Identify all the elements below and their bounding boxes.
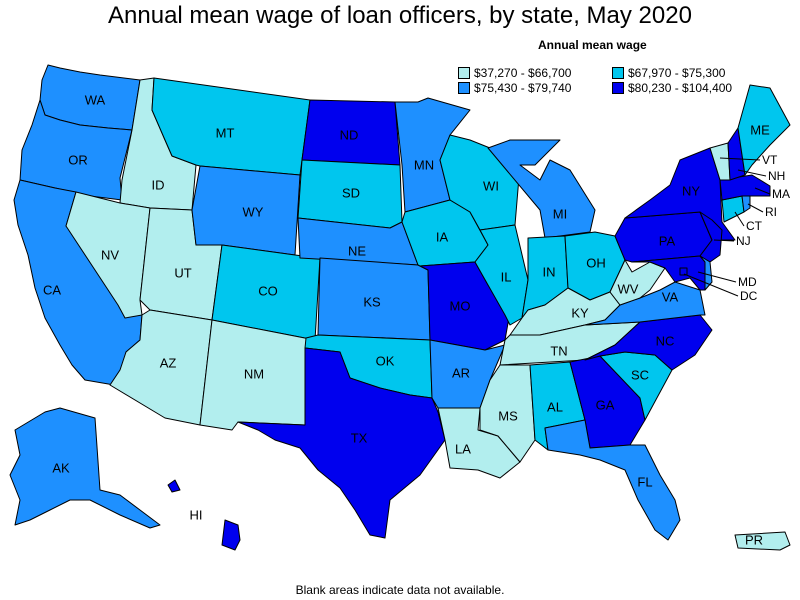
state-ak[interactable] [9,407,161,529]
legend-swatch-q1 [458,67,470,79]
legend-label-q4: $80,230 - $104,400 [628,81,733,95]
legend-swatch-q3 [458,82,470,94]
state-ct[interactable] [721,195,745,223]
label-md: MD [738,275,757,289]
label-nv: NV [101,247,119,262]
leader-nh [737,169,767,177]
label-ga: GA [596,397,615,412]
state-hi-islands[interactable] [167,479,181,493]
label-nh: NH [768,169,785,183]
label-ct: CT [746,219,763,233]
label-mn: MN [414,157,434,172]
label-ky: KY [571,305,589,320]
label-sc: SC [631,367,649,382]
label-wi: WI [483,178,499,193]
state-dc[interactable] [679,267,688,276]
leader-ri [747,203,764,213]
leader-dc [683,273,739,297]
label-ca: CA [43,282,61,297]
leader-md [697,271,737,283]
state-co[interactable] [211,244,321,341]
label-pa: PA [659,233,676,248]
label-ut: UT [174,265,191,280]
label-me: ME [750,122,770,137]
label-wy: WY [243,204,264,219]
legend-label-q2: $67,970 - $75,300 [628,66,726,80]
state-me[interactable] [737,84,791,176]
label-fl: FL [637,474,652,489]
leader-nj [713,239,735,242]
map-title: Annual mean wage of loan officers, by st… [108,2,692,29]
legend-label-q1: $37,270 - $66,700 [474,66,572,80]
label-co: CO [258,283,278,298]
label-mo: MO [450,298,471,313]
legend-title: Annual mean wage [538,38,647,52]
label-ok: OK [376,353,395,368]
label-wv: WV [618,281,639,296]
label-wa: WA [85,92,106,107]
legend-swatch-q2 [612,67,624,79]
state-nc[interactable] [584,314,713,371]
state-pr[interactable] [734,531,791,551]
state-az[interactable] [109,309,213,426]
label-tn: TN [550,343,567,358]
label-dc: DC [740,289,758,303]
label-va: VA [662,289,679,304]
leader-ct [734,211,745,227]
label-la: LA [455,441,471,456]
state-fl[interactable] [544,419,681,541]
state-ma[interactable] [719,174,771,201]
label-in: IN [543,264,556,279]
label-hi: HI [190,507,203,522]
label-pr: PR [745,532,763,547]
label-ak: AK [52,460,70,475]
legend-item-q2: $67,970 - $75,300 [612,66,725,80]
label-tx: TX [351,430,368,445]
leader-ma [754,187,771,195]
label-or: OR [68,152,88,167]
label-vt: VT [762,153,778,167]
label-nj: NJ [736,234,751,248]
legend-item-q1: $37,270 - $66,700 [458,66,571,80]
label-nc: NC [656,333,675,348]
label-al: AL [547,399,563,414]
label-ia: IA [436,229,449,244]
label-nd: ND [340,127,359,142]
state-la[interactable] [437,407,521,479]
label-az: AZ [160,355,177,370]
label-ks: KS [363,294,381,309]
state-nj[interactable] [699,211,723,263]
state-tx[interactable] [237,347,446,539]
footnote: Blank areas indicate data not available. [295,583,505,597]
legend-label-q3: $75,430 - $79,740 [474,81,572,95]
legend-item-q3: $75,430 - $79,740 [458,81,571,95]
leader-vt [719,157,761,161]
label-ar: AR [452,365,470,380]
label-sd: SD [342,185,360,200]
label-mt: MT [216,125,235,140]
label-mi: MI [553,206,567,221]
label-nm: NM [244,366,264,381]
state-il[interactable] [474,224,529,326]
label-il: IL [501,269,512,284]
state-hi[interactable] [221,519,241,551]
legend-item-q4: $80,230 - $104,400 [612,81,732,95]
label-oh: OH [586,255,606,270]
state-de[interactable] [699,255,713,291]
label-ms: MS [498,408,518,423]
legend-swatch-q4 [612,82,624,94]
label-ny: NY [682,183,700,198]
label-ri: RI [765,205,777,219]
label-ma: MA [772,187,790,201]
label-id: ID [152,177,165,192]
label-ne: NE [348,243,366,258]
